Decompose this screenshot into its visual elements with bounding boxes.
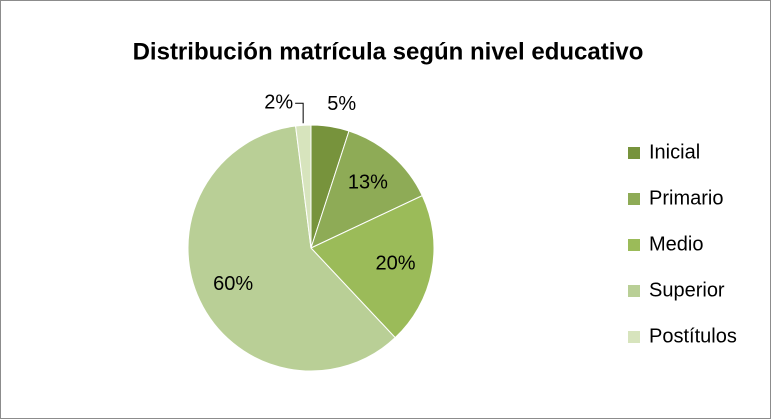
legend-swatch <box>628 331 640 343</box>
data-label: 5% <box>327 93 356 115</box>
pie-slice <box>187 125 396 372</box>
data-label: 2% <box>264 92 293 114</box>
legend-label: Medio <box>649 233 703 255</box>
legend-swatch <box>628 193 640 205</box>
legend-label: Superior <box>649 279 725 301</box>
chart-title: Distribución matrícula según nivel educa… <box>133 38 644 65</box>
legend-swatch <box>628 239 640 251</box>
pie-slice <box>310 130 423 249</box>
legend-label: Inicial <box>649 141 700 163</box>
leader-line <box>295 102 304 124</box>
legend-label: Primario <box>649 187 723 209</box>
legend-swatch <box>628 285 640 297</box>
legend-swatch <box>628 147 640 159</box>
data-label: 13% <box>348 172 388 194</box>
pie-slice <box>310 194 435 339</box>
data-label: 20% <box>376 252 416 274</box>
pie-slice <box>295 124 312 249</box>
legend-label: Postítulos <box>649 325 737 347</box>
data-label: 60% <box>213 273 253 295</box>
